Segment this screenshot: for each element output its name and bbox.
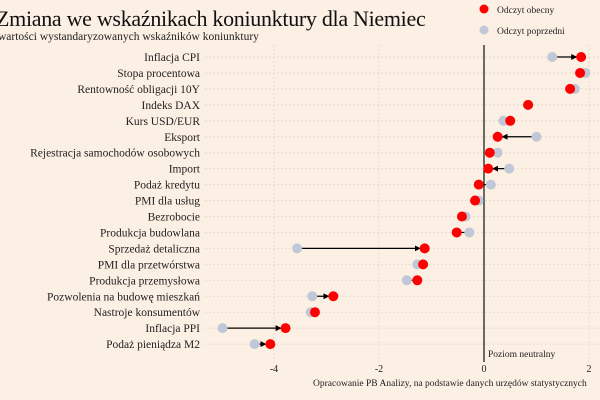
- category-label: PMI dla przetwórstwa: [98, 259, 200, 271]
- category-label: Inflacja CPI: [144, 52, 200, 64]
- legend-label-current: Odczyt obecny: [497, 6, 554, 16]
- dot-previous: [249, 339, 260, 350]
- dot-previous: [547, 52, 558, 62]
- dot-current: [473, 179, 484, 190]
- dot-previous: [292, 243, 303, 254]
- x-tick-label: -2: [375, 364, 383, 375]
- chart-title: Zmiana we wskaźnikach koniunktury dla Ni…: [0, 6, 426, 31]
- dot-current: [576, 52, 587, 62]
- source-note: Opracowanie PB Analizy, na podstawie dan…: [313, 379, 587, 389]
- dot-current: [565, 83, 576, 94]
- x-tick-label: 0: [482, 364, 487, 375]
- dot-current: [265, 339, 276, 350]
- category-label: PMI dla usług: [135, 196, 200, 208]
- category-label: Produkcja budowlana: [100, 227, 200, 239]
- dot-previous: [217, 323, 228, 334]
- dot-current: [492, 131, 503, 142]
- category-label: Indeks DAX: [142, 100, 201, 112]
- legend-marker-previous: [479, 25, 489, 35]
- category-label: Eksport: [164, 132, 201, 144]
- dot-previous: [464, 227, 475, 238]
- dot-current: [328, 291, 339, 302]
- dot-current: [483, 163, 494, 174]
- category-label: Rejestracja samochodów osobowych: [30, 148, 200, 160]
- category-label: Sprzedaż detaliczna: [108, 243, 200, 255]
- dot-current: [484, 147, 495, 158]
- x-tick-label: 2: [587, 364, 592, 375]
- category-label: Produkcja przemysłowa: [89, 275, 200, 287]
- category-label: Import: [169, 164, 201, 176]
- reference-line-label: Poziom neutralny: [488, 350, 556, 360]
- dot-previous: [531, 131, 542, 142]
- dot-current: [505, 115, 516, 126]
- category-label: Kurs USD/EUR: [126, 116, 201, 128]
- category-label: Bezrobocie: [148, 212, 200, 224]
- dot-current: [309, 307, 320, 318]
- legend-label-previous: Odczyt poprzedni: [497, 27, 565, 37]
- dot-current: [280, 323, 291, 334]
- legend-marker-current: [479, 4, 489, 14]
- x-tick-label: -4: [270, 364, 278, 375]
- category-label: Podaż kredytu: [134, 180, 200, 192]
- dot-previous: [401, 275, 412, 286]
- dot-current: [419, 243, 430, 254]
- category-label: Nastroje konsumentów: [94, 307, 201, 319]
- dot-current: [418, 259, 429, 270]
- dot-current: [575, 67, 586, 78]
- dot-current: [451, 227, 462, 238]
- category-label: Pozwolenia na budowę mieszkań: [47, 291, 200, 303]
- category-label: Stopa procentowa: [117, 68, 200, 80]
- category-label: Rentowność obligacji 10Y: [77, 84, 200, 96]
- dot-current: [470, 195, 481, 206]
- dot-current: [456, 211, 467, 222]
- dot-previous: [504, 163, 515, 174]
- dot-previous: [485, 179, 496, 190]
- dot-current: [412, 275, 423, 286]
- dot-previous: [307, 291, 318, 302]
- category-label: Podaż pieniądza M2: [106, 339, 200, 351]
- chart-subtitle: wartości wystandaryzowanych wskaźników k…: [0, 31, 259, 43]
- dot-previous: [492, 147, 503, 158]
- category-label: Inflacja PPI: [145, 323, 200, 335]
- dot-current: [523, 99, 534, 110]
